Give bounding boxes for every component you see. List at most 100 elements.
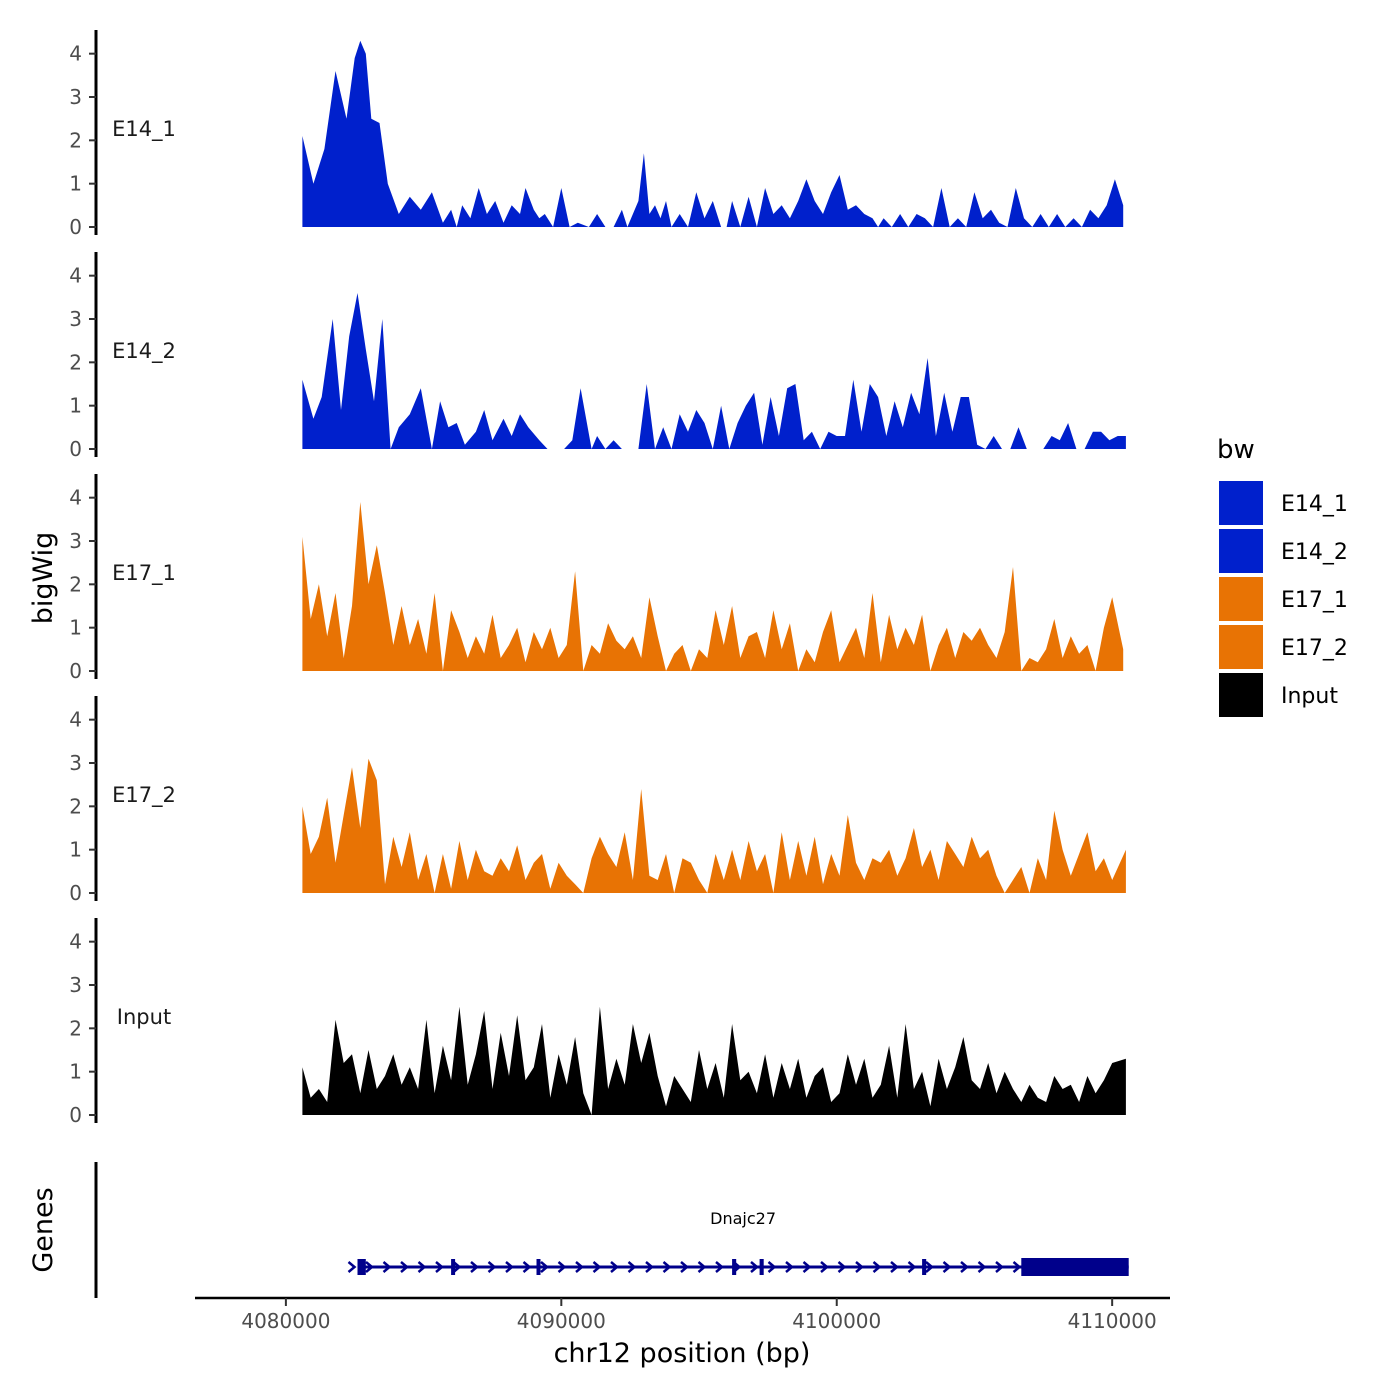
y-tick-label-E14_1-1: 1	[69, 172, 82, 196]
y-tick-label-E17_2-4: 4	[69, 708, 82, 732]
y-tick-label-E17_1-4: 4	[69, 486, 82, 510]
legend-key-E14_1	[1219, 481, 1263, 525]
strand-arrow	[715, 1261, 724, 1273]
strand-arrow	[680, 1261, 689, 1273]
x-tick-label-4080000: 4080000	[241, 1309, 330, 1333]
series-area-E14_1	[302, 40, 1124, 228]
y-tick-label-E17_2-3: 3	[69, 751, 82, 775]
strand-arrow	[505, 1261, 514, 1273]
strand-arrow	[522, 1261, 532, 1273]
strand-arrow	[1012, 1261, 1022, 1273]
y-tick-label-E17_1-1: 1	[69, 616, 82, 640]
y-tick-label-E14_2-1: 1	[69, 394, 82, 418]
series-area-E14_2	[302, 293, 1126, 449]
series-area-Input	[302, 1006, 1126, 1115]
x-axis: 4080000 4090000 4100000 4110000	[195, 1296, 1170, 1333]
y-tick-label-E14_2-3: 3	[69, 307, 82, 331]
y-tick-label-Input-1: 1	[69, 1060, 82, 1084]
strand-arrow	[487, 1261, 497, 1273]
track-E17_2: 0 1 2 3 4 E17_2	[69, 696, 1126, 905]
strand-arrow	[435, 1261, 444, 1273]
legend-title: bw	[1217, 435, 1255, 465]
legend-key-Input	[1219, 673, 1263, 717]
strand-arrow	[855, 1261, 864, 1273]
genes-axis-title: Genes	[28, 1187, 59, 1272]
y-tick-label-E14_2-0: 0	[69, 437, 82, 461]
y-tick-label-E14_2-4: 4	[69, 264, 82, 288]
strand-arrow	[820, 1261, 829, 1273]
strand-arrow	[400, 1261, 409, 1273]
strand-arrow	[697, 1261, 707, 1273]
strand-arrow	[540, 1261, 549, 1273]
y-tick-label-E17_2-1: 1	[69, 838, 82, 862]
track-label-Input: Input	[117, 1005, 171, 1029]
strand-arrow	[942, 1261, 952, 1273]
strand-arrow	[417, 1261, 427, 1273]
track-Input: 0 1 2 3 4 Input	[69, 918, 1126, 1127]
track-label-E14_1: E14_1	[112, 117, 176, 142]
y-tick-label-E17_2-2: 2	[69, 794, 82, 818]
x-tick-label-4110000: 4110000	[1068, 1309, 1157, 1333]
y-tick-label-E14_1-0: 0	[69, 215, 82, 239]
gene-exon	[536, 1259, 541, 1275]
strand-arrow	[802, 1261, 812, 1273]
y-tick-label-E17_1-0: 0	[69, 659, 82, 683]
legend-label-E14_1: E14_1	[1281, 492, 1348, 517]
y-tick-label-E17_1-2: 2	[69, 572, 82, 596]
gene-track: Dnajc27	[94, 1162, 1129, 1298]
y-tick-label-E17_1-3: 3	[69, 529, 82, 553]
x-tick-label-4090000: 4090000	[517, 1309, 606, 1333]
y-tick-label-E14_1-4: 4	[69, 42, 82, 66]
gene-exon	[759, 1259, 764, 1275]
gene-exon	[451, 1259, 456, 1275]
track-label-E17_2: E17_2	[112, 783, 176, 808]
strand-arrow	[995, 1261, 1004, 1273]
tracks-layer: 0 1 2 3 4 E14_1 0 1 2 3 4 E14_2 0 1 2 3 4 E17_1 0 1 2 3 4 E17_2…	[69, 30, 1126, 1127]
track-label-E17_1: E17_1	[112, 561, 176, 586]
strand-arrow	[452, 1261, 462, 1273]
gene-exon	[922, 1259, 927, 1275]
strand-arrow	[890, 1261, 899, 1273]
legend-key-E17_1	[1219, 577, 1263, 621]
strand-arrow	[627, 1261, 637, 1273]
y-tick-label-Input-3: 3	[69, 973, 82, 997]
strand-arrow	[382, 1261, 392, 1273]
strand-arrow	[592, 1261, 602, 1273]
gene-exon	[1021, 1258, 1129, 1276]
y-tick-label-Input-2: 2	[69, 1016, 82, 1040]
strand-arrow	[365, 1261, 374, 1273]
strand-arrow	[785, 1261, 794, 1273]
gene-exon	[357, 1259, 366, 1275]
y-axis-title: bigWig	[28, 532, 59, 625]
gene-label: Dnajc27	[710, 1209, 776, 1228]
strand-arrow	[750, 1261, 759, 1273]
strand-arrow	[575, 1261, 584, 1273]
y-tick-label-E14_1-2: 2	[69, 128, 82, 152]
series-area-E17_2	[302, 758, 1126, 893]
legend: bw E14_1 E14_2 E17_1 E17_2 Input	[1217, 435, 1348, 717]
legend-label-E14_2: E14_2	[1281, 540, 1348, 565]
legend-key-E14_2	[1219, 529, 1263, 573]
legend-key-E17_2	[1219, 625, 1263, 669]
track-label-E14_2: E14_2	[112, 339, 176, 364]
strand-arrow	[977, 1261, 987, 1273]
track-E17_1: 0 1 2 3 4 E17_1	[69, 474, 1124, 683]
strand-arrow	[837, 1261, 847, 1273]
y-tick-label-Input-0: 0	[69, 1103, 82, 1127]
y-tick-label-E14_2-2: 2	[69, 350, 82, 374]
strand-arrow	[925, 1261, 934, 1273]
strand-arrow	[767, 1261, 777, 1273]
legend-label-E17_2: E17_2	[1281, 636, 1348, 661]
strand-arrow	[907, 1261, 917, 1273]
strand-arrow	[960, 1261, 969, 1273]
series-area-E17_1	[302, 502, 1124, 671]
y-tick-label-E17_2-0: 0	[69, 881, 82, 905]
strand-arrow	[662, 1261, 672, 1273]
legend-label-E17_1: E17_1	[1281, 588, 1348, 613]
track-E14_2: 0 1 2 3 4 E14_2	[69, 252, 1126, 461]
gene-exon	[732, 1259, 737, 1275]
strand-arrow	[645, 1261, 654, 1273]
strand-arrow	[347, 1261, 357, 1273]
legend-label-Input: Input	[1281, 684, 1338, 709]
